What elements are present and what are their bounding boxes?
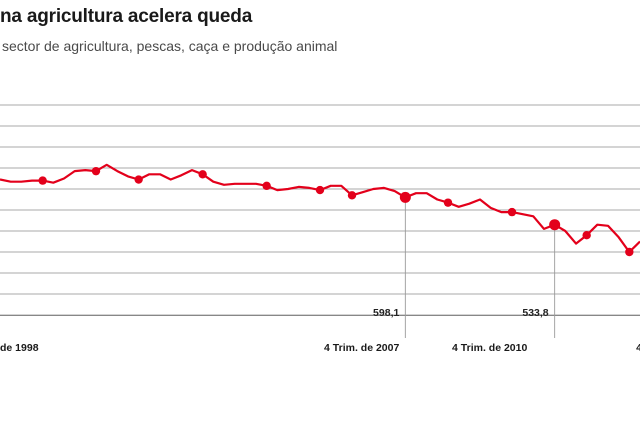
x-tick-label: de 1998 <box>0 342 39 354</box>
series-polyline <box>0 163 640 254</box>
data-point <box>443 198 453 207</box>
value-label: 533,8 <box>522 307 548 319</box>
data-point <box>91 166 101 176</box>
data-point <box>549 219 561 231</box>
data-point <box>399 191 411 203</box>
data-point <box>134 175 143 184</box>
data-point <box>347 191 357 200</box>
data-point <box>198 170 207 179</box>
data-point <box>38 176 47 185</box>
x-tick-label: 4 <box>636 342 640 354</box>
x-axis-tick-labels: de 1998 4 Trim. de 2007 4 Trim. de 2010 4 <box>0 342 640 354</box>
value-labels: 598,1 533,8 <box>373 307 549 319</box>
x-tick-label: 4 Trim. de 2010 <box>452 342 527 354</box>
series-line <box>0 163 640 254</box>
gridlines <box>0 104 640 316</box>
data-point <box>582 231 591 240</box>
value-label: 598,1 <box>373 307 399 319</box>
series-markers <box>38 166 634 257</box>
data-point <box>625 247 634 257</box>
data-point <box>262 181 271 191</box>
reference-lines <box>404 197 556 338</box>
x-tick-label: 4 Trim. de 2007 <box>324 342 399 354</box>
chart-subtitle: sector de agricultura, pescas, caça e pr… <box>2 38 338 54</box>
data-point <box>507 207 517 217</box>
chart-title: na agricultura acelera queda <box>0 6 253 27</box>
data-point <box>315 185 325 195</box>
